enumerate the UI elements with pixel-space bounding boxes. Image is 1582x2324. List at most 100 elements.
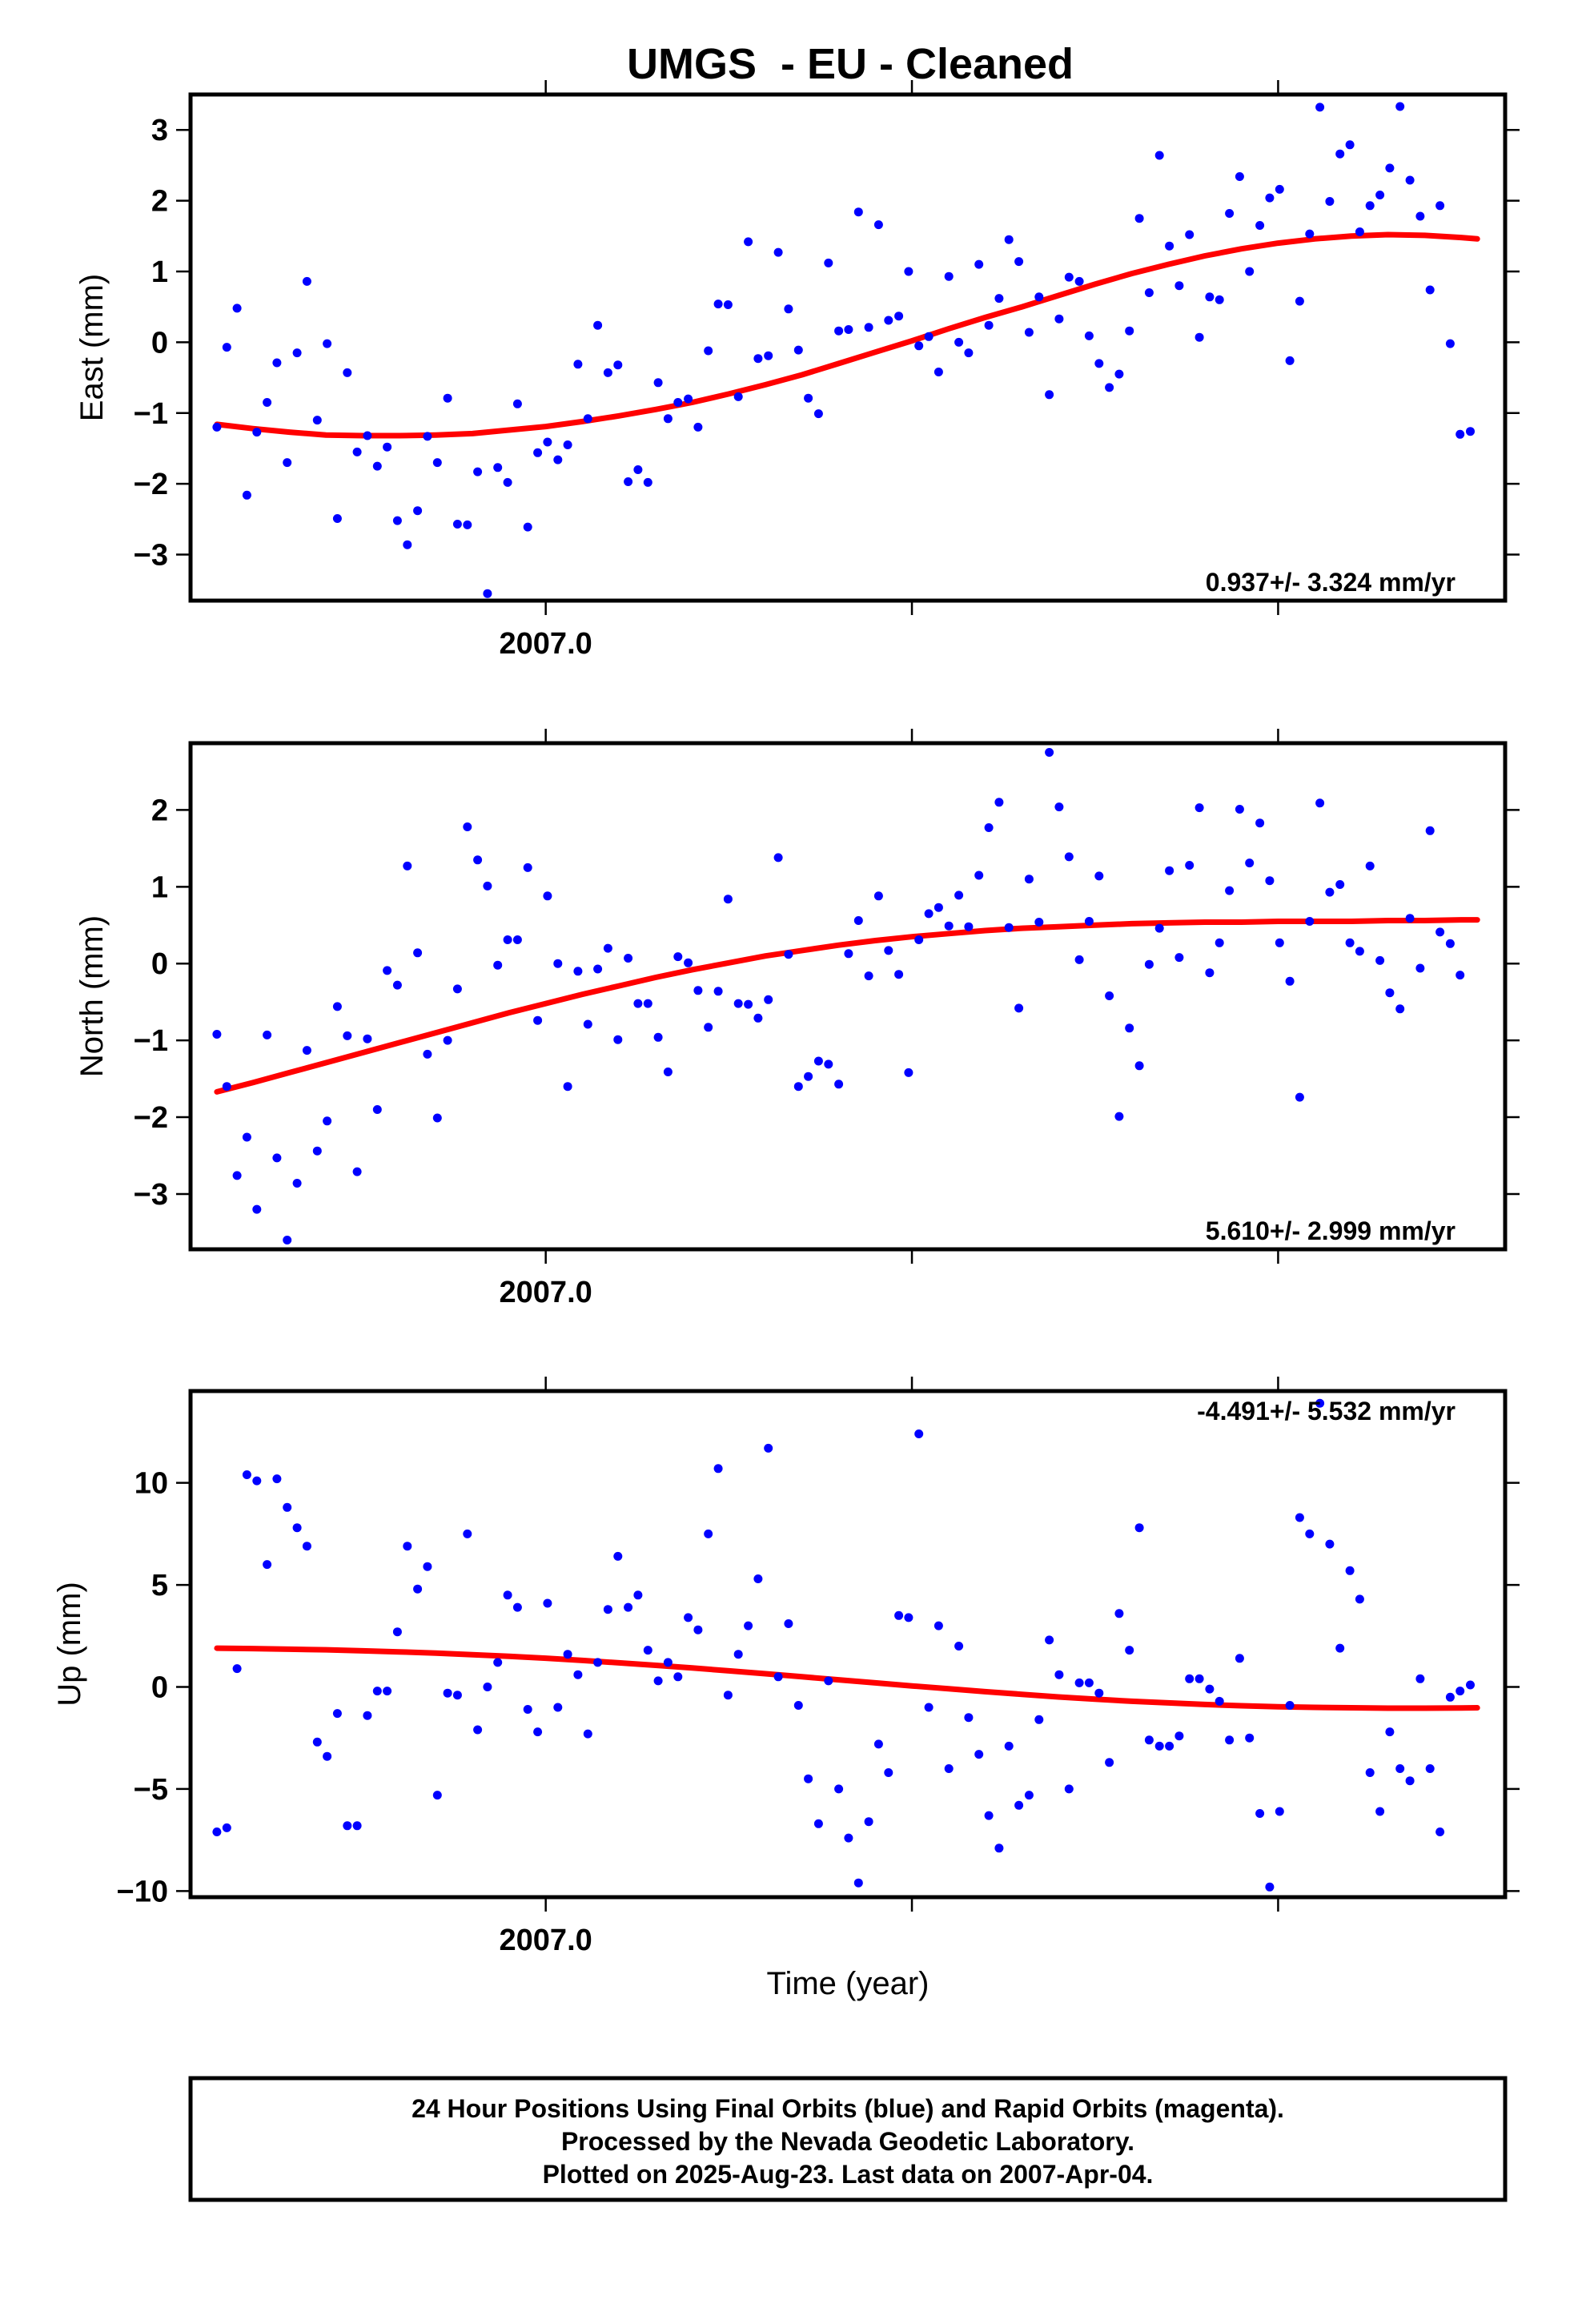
data-point [593,320,603,330]
data-point [704,1529,713,1538]
east-panel: −3 −2 −1 0 1 2 3 2007.0 East (mm) 0.937+/- 3.32… [74,80,1520,661]
data-point [302,276,311,286]
data-point [483,589,492,598]
north-trend-layer [214,917,1480,1095]
data-point [624,477,633,486]
data-point [733,1650,743,1659]
north-rate-label: 5.610+/- 2.999 mm/yr [1206,1216,1456,1245]
data-point [1375,191,1385,199]
data-point [212,1030,222,1039]
data-point [1235,172,1244,181]
data-point [1014,1800,1024,1810]
y-tick-label: −3 [134,539,168,573]
processing-note: 24 Hour Positions Using Final Orbits (bl… [188,2076,1508,2202]
data-point [1375,1807,1385,1816]
data-point [1064,1784,1074,1794]
data-point [764,1443,773,1453]
data-point [924,909,934,919]
data-point [1054,802,1064,812]
y-tick-label: 10 [135,1467,168,1501]
data-point [994,294,1004,304]
trend-line [214,917,1480,1095]
data-point [784,304,793,314]
data-point [1045,748,1054,757]
data-point [483,1683,492,1691]
data-point [473,855,483,865]
data-point [904,1613,913,1622]
data-point [914,935,924,944]
data-point [1405,1776,1415,1786]
data-point [613,1551,623,1561]
data-point [934,368,943,376]
data-point [443,393,452,403]
data-point [292,1179,302,1188]
data-point [613,360,623,370]
data-point [873,1739,883,1749]
data-point [222,343,231,352]
data-point [673,952,683,962]
data-point [403,861,412,870]
data-point [753,1013,763,1023]
main-title: UMGS - EU - Cleaned [627,40,1074,88]
y-tick-label: −5 [134,1773,168,1807]
data-point [844,1833,853,1843]
data-point [1205,968,1215,978]
data-point [1325,197,1335,206]
data-point [452,520,462,529]
data-point [1275,1807,1284,1816]
data-point [263,1030,272,1039]
data-point [263,1560,272,1570]
y-tick-label: 0 [151,1671,168,1705]
data-point [1004,1741,1014,1751]
data-point [452,984,462,994]
data-point [573,360,583,369]
north-axis-title: North (mm) [74,915,110,1077]
data-point [723,895,733,904]
data-point [332,514,342,523]
data-point [884,1768,893,1777]
data-point [583,1019,592,1029]
data-point [894,1610,904,1620]
y-tick-label: −10 [117,1875,168,1908]
data-point [1114,1609,1124,1618]
data-point [804,1774,813,1783]
data-point [312,1737,322,1747]
data-point [1456,1687,1465,1696]
data-point [1435,927,1445,937]
data-point [272,358,282,368]
data-point [1225,886,1235,895]
north-panel-frame [188,741,1508,1252]
data-point [292,348,302,358]
data-point [1466,427,1475,436]
y-tick-label: 1 [151,255,168,289]
data-point [1265,1882,1275,1892]
data-point [1466,1680,1475,1690]
data-point [432,458,442,468]
data-point [974,259,984,269]
data-point [1415,211,1425,221]
data-point [1074,955,1084,964]
data-point [964,1713,974,1723]
data-point [1315,1398,1325,1408]
data-point [563,1650,572,1659]
data-point [663,414,673,424]
data-point [283,1236,292,1244]
data-point [222,1823,231,1832]
data-point [533,1015,543,1025]
data-point [272,1153,282,1163]
data-point [1355,947,1364,956]
data-point [1285,356,1295,365]
data-point [744,237,753,247]
y-tick-label: 3 [151,114,168,147]
data-point [443,1035,452,1045]
y-tick-label: 0 [151,326,168,360]
data-point [844,325,853,334]
data-point [1045,1635,1054,1645]
note-line-2: Processed by the Nevada Geodetic Laborat… [561,2127,1134,2156]
data-point [633,465,643,474]
data-point [423,1049,432,1059]
data-point [693,986,703,995]
data-point [493,1658,503,1667]
data-point [503,477,512,487]
data-point [813,409,823,419]
